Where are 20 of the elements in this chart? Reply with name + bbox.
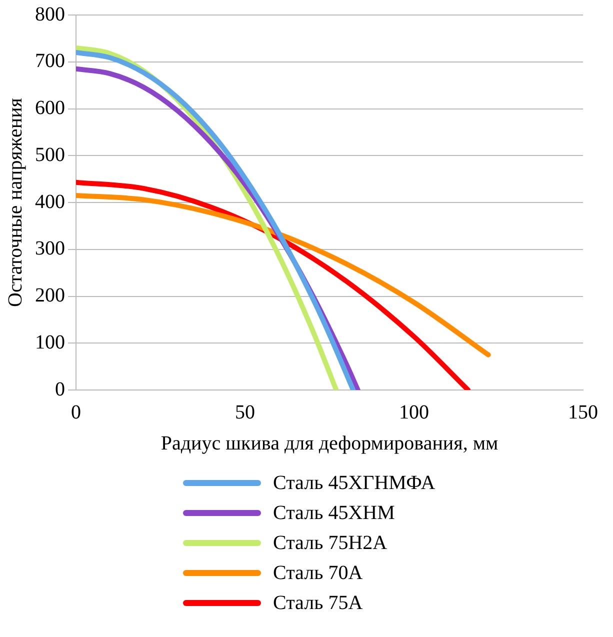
y-tick-label: 300 xyxy=(35,238,65,260)
x-tick-label: 0 xyxy=(71,401,81,424)
legend-label: Сталь 75А xyxy=(273,592,363,614)
legend-label: Сталь 75Н2А xyxy=(273,532,388,554)
y-tick-label: 0 xyxy=(55,378,65,400)
y-tick-label: 200 xyxy=(35,284,65,306)
y-tick-label: 100 xyxy=(35,331,65,354)
y-tick-label: 400 xyxy=(35,190,65,213)
x-axis-title: Радиус шкива для деформирования, мм xyxy=(160,432,498,454)
x-tick-label: 50 xyxy=(235,401,255,424)
y-tick-label: 700 xyxy=(35,50,65,72)
x-tick-label: 150 xyxy=(568,401,598,424)
legend-label: Сталь 70А xyxy=(273,562,363,584)
y-axis-title: Остаточные напряжения xyxy=(4,98,26,307)
legend-label: Сталь 45ХГНМФА xyxy=(273,472,436,494)
y-tick-label: 600 xyxy=(35,97,65,119)
legend-label: Сталь 45ХНМ xyxy=(273,502,395,524)
x-tick-label: 100 xyxy=(399,401,429,424)
y-tick-label: 800 xyxy=(35,3,65,26)
y-tick-label: 500 xyxy=(35,144,65,166)
